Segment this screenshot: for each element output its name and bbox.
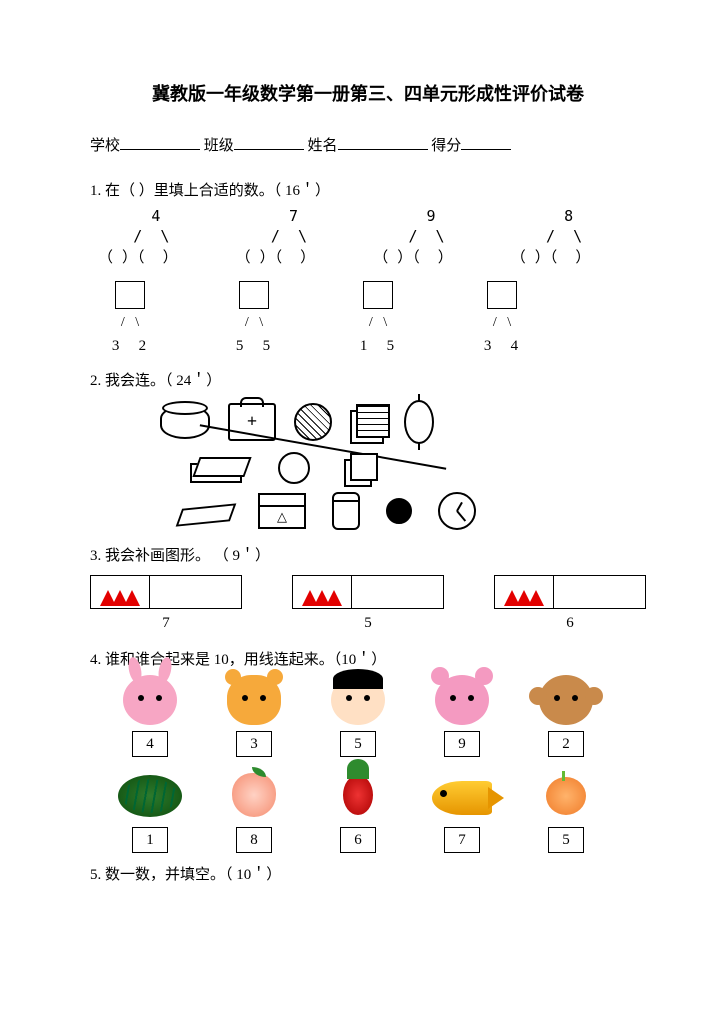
clock-icon[interactable]	[438, 492, 476, 530]
q3-text: 3. 我会补画图形。 （ 9＇）	[90, 544, 646, 565]
number-box: 6	[340, 827, 376, 853]
split-tree: 8 / \ （ ）（ ）	[511, 206, 591, 267]
q1-combine-trees: / \ 3 2 / \ 5 5 / \ 1 5 / \ 3 4	[90, 281, 646, 355]
monkey-icon	[539, 675, 593, 725]
q4-item[interactable]: 5	[526, 771, 606, 853]
target-number: 6	[494, 615, 646, 632]
answer-box[interactable]	[115, 281, 145, 309]
rubiks-cube-icon[interactable]	[350, 404, 386, 440]
label-score: 得分	[431, 138, 461, 154]
sphere-icon[interactable]	[278, 452, 310, 484]
blank-school[interactable]	[120, 134, 200, 150]
triangle-group	[293, 576, 352, 608]
triangle-group	[495, 576, 554, 608]
target-number: 7	[90, 615, 242, 632]
target-number: 5	[292, 615, 444, 632]
page-title: 冀教版一年级数学第一册第三、四单元形成性评价试卷	[90, 80, 646, 106]
q4-item[interactable]: 7	[422, 773, 502, 853]
apple-icon	[546, 777, 586, 815]
label-name: 姓名	[308, 138, 338, 154]
drum-icon[interactable]	[160, 405, 210, 439]
q4-item[interactable]: 5	[318, 675, 398, 757]
number-box: 4	[132, 731, 168, 757]
number-box: 8	[236, 827, 272, 853]
pig-icon	[435, 675, 489, 725]
q4-item[interactable]: 4	[110, 675, 190, 757]
can-icon[interactable]	[332, 492, 360, 530]
small-ball-icon[interactable]	[386, 498, 412, 524]
number-box: 5	[340, 731, 376, 757]
medkit-icon[interactable]	[228, 403, 276, 441]
draw-area[interactable]	[352, 576, 443, 608]
number-box: 2	[548, 731, 584, 757]
number-box: 7	[444, 827, 480, 853]
q4-item[interactable]: 1	[110, 771, 190, 853]
volleyball-icon[interactable]	[294, 403, 332, 441]
q3-item: 5	[292, 575, 444, 632]
blank-class[interactable]	[234, 134, 304, 150]
tiger-icon	[227, 675, 281, 725]
q3-item: 6	[494, 575, 646, 632]
draw-area[interactable]	[554, 576, 645, 608]
q5-text: 5. 数一数，并填空。（ 10＇）	[90, 863, 646, 884]
combine-tree: / \ 3 4	[462, 281, 542, 355]
boy-icon	[331, 675, 385, 725]
q4-item[interactable]: 3	[214, 675, 294, 757]
q3-item: 7	[90, 575, 242, 632]
q4-row2: 1 8 6 7 5	[110, 771, 646, 853]
split-tree: 9 / \ （ ）（ ）	[373, 206, 453, 267]
split-tree: 4 / \ （ ）（ ）	[98, 206, 178, 267]
q2-text: 2. 我会连。（ 24＇）	[90, 369, 646, 390]
number-box: 9	[444, 731, 480, 757]
student-info-line: 学校 班级 姓名 得分	[90, 134, 646, 155]
q4-item[interactable]: 8	[214, 771, 294, 853]
combine-tree: / \ 1 5	[338, 281, 418, 355]
watermelon-icon	[118, 775, 182, 817]
combine-tree: / \ 3 2	[90, 281, 170, 355]
number-box: 5	[548, 827, 584, 853]
q1-text: 1. 在（ ）里填上合适的数。（ 16＇）	[90, 179, 646, 200]
label-school: 学校	[90, 138, 120, 154]
cuboid-icon[interactable]	[190, 457, 244, 479]
answer-box[interactable]	[239, 281, 269, 309]
peach-icon	[232, 773, 276, 817]
triangle-group	[91, 576, 150, 608]
split-tree: 7 / \ （ ）（ ）	[236, 206, 316, 267]
q3-items: 7 5 6	[90, 575, 646, 632]
q4-item[interactable]: 9	[422, 675, 502, 757]
q1-split-trees: 4 / \ （ ）（ ） 7 / \ （ ）（ ） 9 / \ （ ）（ ） 8…	[98, 206, 646, 267]
radish-icon	[343, 775, 373, 815]
q4-item[interactable]: 2	[526, 675, 606, 757]
eraser-icon[interactable]	[176, 503, 237, 526]
q4-text: 4. 谁和谁合起来是 10，用线连起来。（10＇）	[90, 648, 646, 669]
fish-icon	[432, 781, 492, 815]
lantern-icon[interactable]	[404, 400, 434, 444]
number-box: 1	[132, 827, 168, 853]
cube-icon[interactable]	[344, 453, 374, 483]
q4-item[interactable]: 6	[318, 775, 398, 853]
answer-box[interactable]	[487, 281, 517, 309]
q2-shapes	[160, 400, 540, 530]
q4-row1: 4 3 5 9 2	[110, 675, 646, 757]
box-icon[interactable]	[258, 493, 306, 529]
rabbit-icon	[123, 675, 177, 725]
draw-area[interactable]	[150, 576, 241, 608]
label-class: 班级	[204, 138, 234, 154]
combine-tree: / \ 5 5	[214, 281, 294, 355]
tree-legs: / \	[90, 316, 170, 330]
blank-name[interactable]	[338, 134, 428, 150]
number-box: 3	[236, 731, 272, 757]
blank-score[interactable]	[461, 134, 511, 150]
answer-box[interactable]	[363, 281, 393, 309]
